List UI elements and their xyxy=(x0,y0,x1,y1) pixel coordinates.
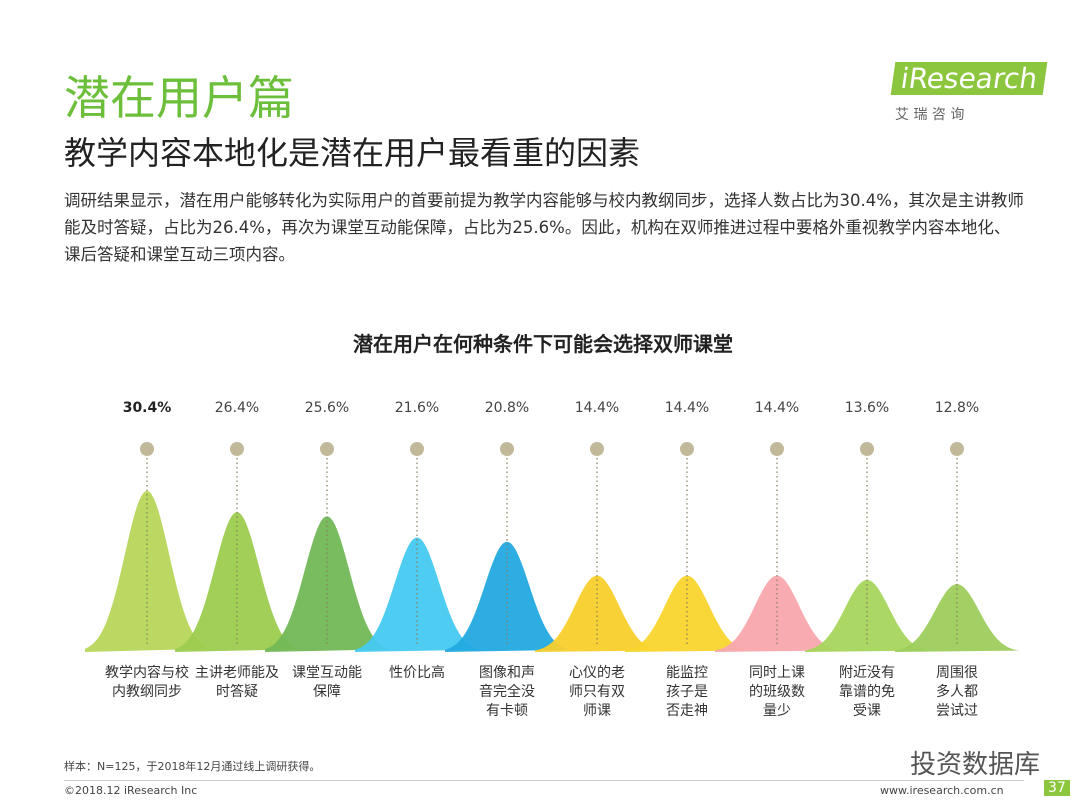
dot xyxy=(410,442,424,456)
dot xyxy=(860,442,874,456)
category-label: 心仪的老 师只有双 师课 xyxy=(569,665,625,719)
title: 潜在用户篇 xyxy=(64,71,294,125)
value-label: 14.4% xyxy=(574,400,620,416)
value-label: 26.4% xyxy=(214,400,260,416)
dot xyxy=(950,442,964,456)
category-label: 周围很 多人都 尝试过 xyxy=(936,665,978,719)
category-label: 主讲老师能及 时答疑 xyxy=(195,665,279,700)
value-label: 13.6% xyxy=(844,400,890,416)
footer-rule xyxy=(64,780,1024,781)
bell xyxy=(625,575,749,652)
bell xyxy=(445,541,569,652)
dot xyxy=(500,442,514,456)
value-label: 12.8% xyxy=(934,400,980,416)
category-label: 附近没有 靠谱的免 受课 xyxy=(839,665,895,719)
subtitle: 教学内容本地化是潜在用户最看重的因素 xyxy=(64,134,641,172)
copyright: ©2018.12 iResearch Inc xyxy=(64,784,198,797)
category-label: 图像和声 音完全没 有卡顿 xyxy=(479,665,535,719)
value-label: 14.4% xyxy=(754,400,800,416)
watermark: 投资数据库 xyxy=(910,750,1041,780)
value-label: 14.4% xyxy=(664,400,710,416)
dot xyxy=(140,442,154,456)
category-label: 性价比高 xyxy=(389,665,445,681)
logo-sub: 艾 瑞 咨 询 xyxy=(895,107,965,123)
dot xyxy=(590,442,604,456)
bell xyxy=(535,575,659,652)
value-label: 25.6% xyxy=(304,400,350,416)
dot xyxy=(770,442,784,456)
dot xyxy=(230,442,244,456)
dot xyxy=(680,442,694,456)
page-number: 37 xyxy=(1044,780,1070,796)
note: 样本：N=125，于2018年12月通过线上调研获得。 xyxy=(64,760,321,773)
category-label: 能监控 孩子是 否走神 xyxy=(666,665,708,719)
value-label: 21.6% xyxy=(394,400,440,416)
category-label: 课堂互动能 保障 xyxy=(292,665,362,700)
bell xyxy=(175,512,299,652)
value-label: 20.8% xyxy=(484,400,530,416)
bell xyxy=(895,584,1019,652)
chart-title: 潜在用户在何种条件下可能会选择双师课堂 xyxy=(353,332,733,356)
bell xyxy=(355,537,479,652)
value-label: 30.4% xyxy=(122,400,172,416)
url: www.iresearch.com.cn xyxy=(880,784,1004,797)
category-label: 教学内容与校 内教纲同步 xyxy=(105,665,189,700)
bell xyxy=(715,575,839,652)
paragraph: 调研结果显示，潜在用户能够转化为实际用户的首要前提为教学内容能够与校内教纲同步，… xyxy=(64,191,1024,264)
dot xyxy=(320,442,334,456)
category-label: 同时上课 的班级数 量少 xyxy=(749,665,805,719)
